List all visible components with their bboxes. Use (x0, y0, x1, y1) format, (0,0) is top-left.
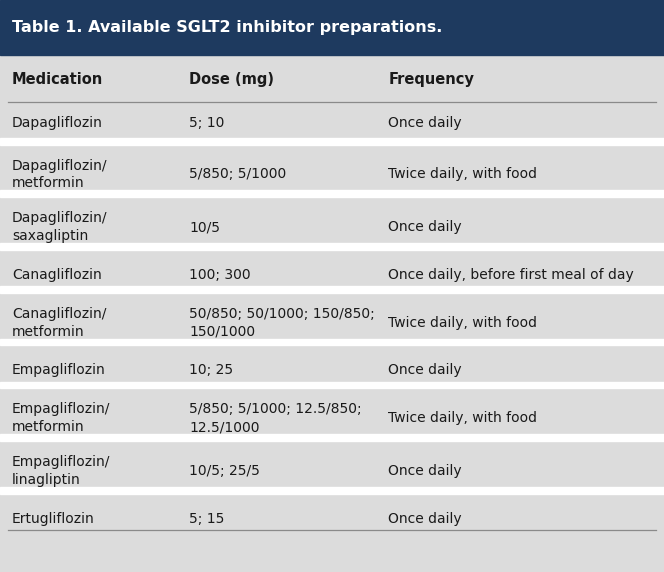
Text: Once daily, before first meal of day: Once daily, before first meal of day (388, 268, 634, 282)
Text: Dapagliflozin/
metformin: Dapagliflozin/ metformin (12, 158, 108, 190)
Text: Dose (mg): Dose (mg) (189, 72, 274, 87)
Text: Dapagliflozin: Dapagliflozin (12, 116, 103, 130)
Text: 5; 15: 5; 15 (189, 511, 224, 526)
Bar (0, 243, 664, 250)
Text: Dapagliflozin/
saxagliptin: Dapagliflozin/ saxagliptin (12, 211, 108, 243)
Text: Empagliflozin: Empagliflozin (12, 363, 106, 378)
Text: 10/5; 25/5: 10/5; 25/5 (189, 464, 260, 478)
Bar (0, 0, 664, 55)
Text: Empagliflozin/
linagliptin: Empagliflozin/ linagliptin (12, 455, 110, 487)
Text: Canagliflozin: Canagliflozin (12, 268, 102, 282)
Text: Canagliflozin/
metformin: Canagliflozin/ metformin (12, 307, 106, 339)
Text: Twice daily, with food: Twice daily, with food (388, 168, 537, 181)
Text: Empagliflozin/
metformin: Empagliflozin/ metformin (12, 402, 110, 434)
Text: Table 1. Available SGLT2 inhibitor preparations.: Table 1. Available SGLT2 inhibitor prepa… (12, 20, 442, 35)
Text: 5; 10: 5; 10 (189, 116, 224, 130)
Text: Twice daily, with food: Twice daily, with food (388, 316, 537, 329)
Bar (0, 382, 664, 388)
Text: 10; 25: 10; 25 (189, 363, 233, 378)
Text: 5/850; 5/1000; 12.5/850;
12.5/1000: 5/850; 5/1000; 12.5/850; 12.5/1000 (189, 402, 362, 434)
Text: Once daily: Once daily (388, 363, 462, 378)
Text: 50/850; 50/1000; 150/850;
150/1000: 50/850; 50/1000; 150/850; 150/1000 (189, 307, 375, 339)
Text: Once daily: Once daily (388, 220, 462, 234)
Text: Medication: Medication (12, 72, 103, 87)
Bar (0, 339, 664, 345)
Text: 5/850; 5/1000: 5/850; 5/1000 (189, 168, 286, 181)
Text: Twice daily, with food: Twice daily, with food (388, 411, 537, 425)
Text: Frequency: Frequency (388, 72, 474, 87)
Bar (0, 286, 664, 293)
Bar (0, 138, 664, 145)
Text: Ertugliflozin: Ertugliflozin (12, 511, 95, 526)
Text: Once daily: Once daily (388, 116, 462, 130)
Text: 10/5: 10/5 (189, 220, 220, 234)
Bar (0, 487, 664, 494)
Text: Once daily: Once daily (388, 511, 462, 526)
Bar (0, 190, 664, 197)
Text: 100; 300: 100; 300 (189, 268, 251, 282)
Bar (0, 434, 664, 441)
Text: Once daily: Once daily (388, 464, 462, 478)
